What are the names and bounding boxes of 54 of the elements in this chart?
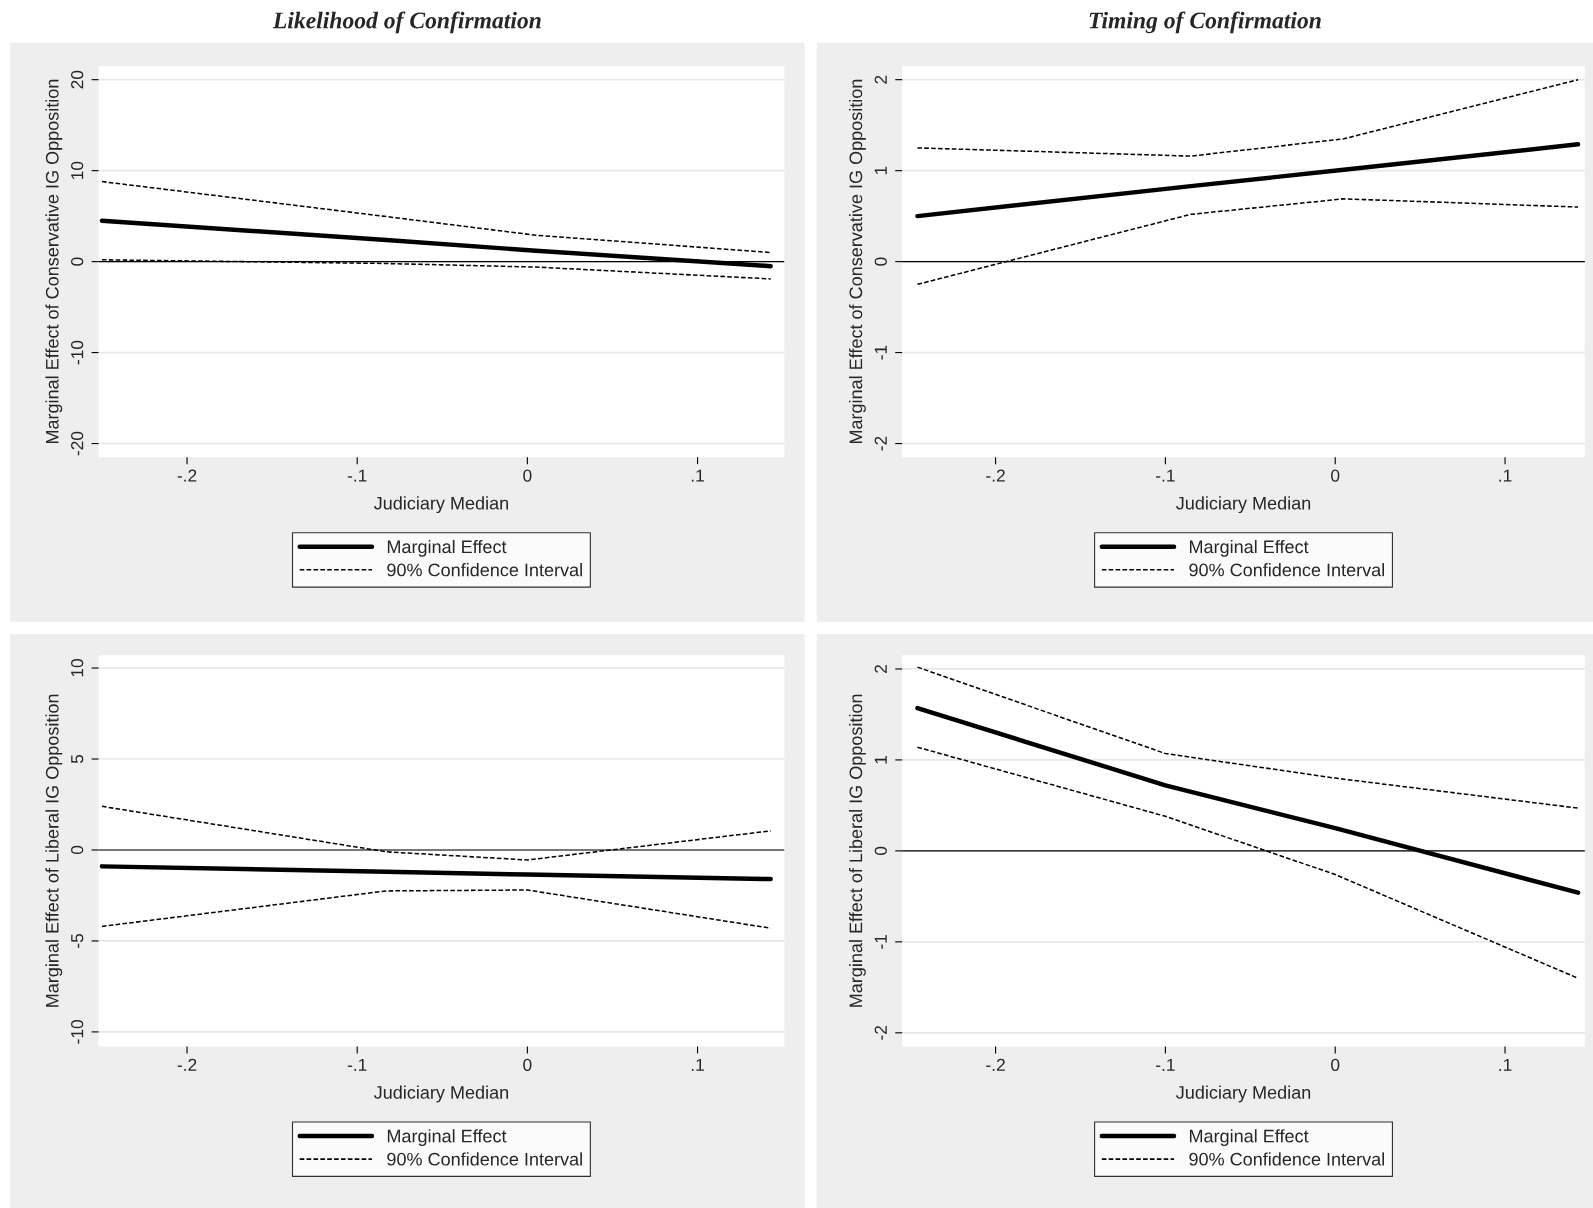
x-tick-label: 0	[523, 1058, 532, 1072]
x-tick-label: -.2	[177, 469, 197, 482]
x-tick-label: -.2	[177, 1058, 197, 1071]
legend-label: 90% Confidence Interval	[387, 1152, 582, 1166]
y-tick-label: -1	[874, 345, 887, 360]
x-axis-title: Judiciary Median	[1176, 496, 1311, 514]
y-tick-label: 0	[874, 257, 887, 266]
y-tick-label: -10	[71, 340, 84, 365]
y-tick-label: -1	[874, 934, 887, 949]
x-tick-label: -.1	[347, 1058, 367, 1071]
y-tick-label: 2	[874, 75, 887, 84]
x-tick-label: .1	[691, 1058, 704, 1071]
y-axis-title: Marginal Effect of Conservative IG Opposition	[45, 79, 63, 444]
y-tick-label: 1	[874, 755, 887, 764]
y-tick-label: -2	[874, 436, 887, 451]
legend-label: Marginal Effect	[1189, 539, 1309, 557]
x-tick-label: 0	[1331, 469, 1340, 482]
legend-label: Marginal Effect	[1189, 1129, 1309, 1147]
x-tick-label: -.1	[1156, 1058, 1175, 1071]
y-tick-label: 0	[874, 846, 887, 856]
x-axis-title: Judiciary Median	[1176, 1085, 1311, 1103]
y-tick-label: 10	[71, 161, 84, 179]
x-tick-label: -.2	[986, 1058, 1005, 1071]
y-axis-title: Marginal Effect of Liberal IG Opposition	[849, 694, 866, 1007]
x-tick-label: -.1	[1156, 469, 1175, 482]
legend-label: Marginal Effect	[387, 1129, 507, 1147]
y-tick-label: 2	[874, 665, 887, 673]
y-tick-label: -5	[71, 933, 84, 948]
chart-title: Timing of Confirmation	[1089, 11, 1321, 34]
x-axis-title: Judiciary Median	[373, 496, 508, 514]
x-tick-label: .1	[1499, 1058, 1512, 1071]
y-tick-label: -10	[71, 1020, 84, 1044]
y-tick-label: -2	[874, 1025, 887, 1040]
x-tick-label: 0	[523, 469, 532, 482]
y-tick-label: 1	[874, 166, 887, 175]
y-axis-title: Marginal Effect of Liberal IG Opposition	[45, 694, 63, 1007]
x-axis-title: Judiciary Median	[373, 1085, 508, 1103]
x-tick-label: 0	[1331, 1058, 1340, 1072]
y-tick-label: 0	[71, 257, 84, 266]
legend-label: 90% Confidence Interval	[387, 563, 582, 577]
x-tick-label: .1	[691, 469, 704, 482]
legend-label: 90% Confidence Interval	[1189, 1152, 1385, 1166]
y-tick-label: 10	[71, 659, 84, 677]
y-tick-label: 5	[71, 754, 84, 764]
y-tick-label: 20	[71, 70, 84, 89]
y-tick-label: -20	[71, 431, 84, 456]
y-tick-label: 0	[71, 845, 84, 855]
legend-label: 90% Confidence Interval	[1189, 563, 1385, 577]
x-tick-label: -.2	[986, 469, 1005, 482]
x-tick-label: .1	[1499, 469, 1512, 482]
y-axis-title: Marginal Effect of Conservative IG Opposition	[849, 79, 866, 444]
x-tick-label: -.1	[347, 469, 367, 482]
chart-title: Likelihood of Confirmation	[272, 11, 541, 34]
legend-label: Marginal Effect	[387, 539, 507, 557]
